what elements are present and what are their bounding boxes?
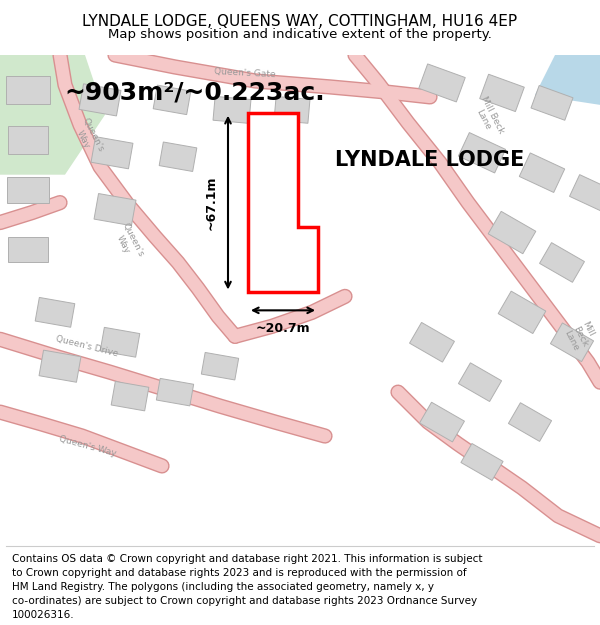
Polygon shape: [461, 444, 503, 481]
Polygon shape: [550, 323, 593, 362]
Text: HM Land Registry. The polygons (including the associated geometry, namely x, y: HM Land Registry. The polygons (includin…: [12, 582, 434, 592]
Polygon shape: [8, 236, 48, 262]
Polygon shape: [100, 328, 140, 357]
Text: Mill Beck
Lane: Mill Beck Lane: [470, 94, 506, 139]
Polygon shape: [94, 194, 136, 226]
Text: Queen's Way: Queen's Way: [58, 434, 118, 458]
Polygon shape: [419, 402, 464, 442]
Polygon shape: [35, 298, 75, 328]
Polygon shape: [458, 132, 506, 173]
Text: to Crown copyright and database rights 2023 and is reproduced with the permissio: to Crown copyright and database rights 2…: [12, 568, 467, 578]
Text: Queen's Gate: Queen's Gate: [214, 67, 276, 79]
Polygon shape: [539, 242, 584, 282]
Polygon shape: [0, 55, 105, 175]
Polygon shape: [202, 352, 239, 380]
Polygon shape: [8, 126, 48, 154]
Polygon shape: [39, 350, 81, 382]
Text: ~67.1m: ~67.1m: [205, 176, 218, 230]
Text: Mill
Beck
Lane: Mill Beck Lane: [562, 320, 599, 353]
Text: Contains OS data © Crown copyright and database right 2021. This information is : Contains OS data © Crown copyright and d…: [12, 554, 482, 564]
Polygon shape: [531, 86, 573, 120]
Text: Map shows position and indicative extent of the property.: Map shows position and indicative extent…: [108, 28, 492, 41]
Polygon shape: [508, 402, 551, 441]
Polygon shape: [498, 291, 546, 334]
Polygon shape: [274, 96, 310, 123]
Text: Queen's Drive: Queen's Drive: [55, 334, 119, 358]
Polygon shape: [410, 322, 454, 362]
Text: 100026316.: 100026316.: [12, 611, 74, 621]
Polygon shape: [7, 177, 49, 202]
Polygon shape: [254, 139, 290, 167]
Text: LYNDALE LODGE: LYNDALE LODGE: [335, 150, 524, 170]
Polygon shape: [111, 381, 149, 411]
Polygon shape: [488, 211, 536, 254]
Polygon shape: [519, 153, 565, 192]
Polygon shape: [569, 174, 600, 211]
Polygon shape: [479, 74, 524, 112]
Polygon shape: [153, 85, 191, 114]
Polygon shape: [157, 378, 194, 406]
Polygon shape: [274, 249, 302, 283]
Text: co-ordinates) are subject to Crown copyright and database rights 2023 Ordnance S: co-ordinates) are subject to Crown copyr…: [12, 596, 477, 606]
Text: ~903m²/~0.223ac.: ~903m²/~0.223ac.: [65, 81, 325, 105]
Polygon shape: [6, 76, 50, 104]
Polygon shape: [79, 84, 121, 116]
Polygon shape: [458, 363, 502, 401]
Text: Queen's
Way: Queen's Way: [111, 222, 145, 263]
Text: LYNDALE LODGE, QUEENS WAY, COTTINGHAM, HU16 4EP: LYNDALE LODGE, QUEENS WAY, COTTINGHAM, H…: [82, 14, 518, 29]
Polygon shape: [91, 137, 133, 169]
Text: Queen's
Way: Queen's Way: [71, 116, 105, 158]
Polygon shape: [248, 113, 318, 292]
Polygon shape: [535, 55, 600, 105]
Text: ~20.7m: ~20.7m: [256, 322, 310, 336]
Polygon shape: [419, 64, 465, 102]
Polygon shape: [213, 96, 251, 123]
Polygon shape: [159, 142, 197, 171]
